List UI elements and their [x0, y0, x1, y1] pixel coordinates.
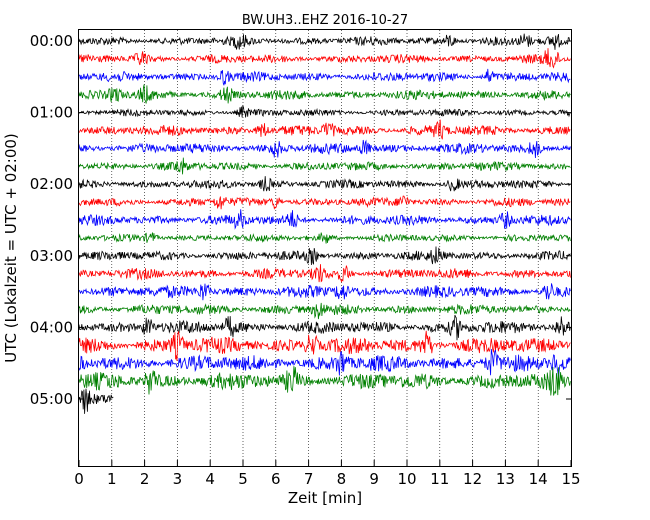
- x-tick-label: 10: [397, 470, 416, 488]
- x-tick-label: 11: [430, 470, 449, 488]
- trace-row-0345: [78, 302, 571, 320]
- x-tick-label: 5: [238, 470, 248, 488]
- x-tick-label: 8: [337, 470, 347, 488]
- x-axis-label: Zeit [min]: [288, 489, 362, 507]
- trace-row-0115: [78, 119, 571, 140]
- y-tick-label: 05:00: [30, 390, 73, 408]
- chart-title: BW.UH3..EHZ 2016-10-27: [242, 13, 408, 28]
- trace-row-0300: [78, 246, 571, 266]
- x-tick-label: 6: [271, 470, 281, 488]
- trace-row-0400: [78, 314, 571, 341]
- trace-row-0445: [78, 366, 571, 396]
- plot-frame: [78, 29, 572, 467]
- x-tick-label: 1: [107, 470, 117, 488]
- x-tick-label: 0: [74, 470, 84, 488]
- trace-row-0200: [78, 176, 571, 192]
- trace-row-0000: [78, 33, 571, 50]
- trace-row-0045: [78, 84, 571, 104]
- y-axis-label: UTC (Lokalzeit = UTC + 02:00): [2, 133, 20, 363]
- trace-row-0315: [78, 264, 571, 283]
- x-tick-label: 3: [173, 470, 183, 488]
- x-tick-label: 12: [463, 470, 482, 488]
- x-tick-label: 13: [496, 470, 515, 488]
- grid: [111, 30, 539, 466]
- trace-row-0500: [78, 388, 114, 414]
- traces: [78, 33, 571, 414]
- trace-row-0015: [78, 48, 571, 69]
- y-tick-label: 03:00: [30, 247, 73, 265]
- x-axis: 0 1 2 3 4 5 6 7 8 9 10 11 12 13 14 15: [74, 460, 581, 488]
- y-tick-label: 00:00: [30, 32, 73, 50]
- x-tick-label: 14: [529, 470, 548, 488]
- trace-row-0100: [79, 104, 571, 118]
- y-tick-label: 02:00: [30, 175, 73, 193]
- x-tick-label: 9: [369, 470, 379, 488]
- trace-row-0245: [78, 232, 571, 244]
- y-axis: 00:00 01:00 02:00 03:00 04:00 05:00: [30, 32, 571, 408]
- trace-row-0415: [78, 330, 571, 361]
- trace-row-0430: [78, 348, 571, 379]
- trace-row-0145: [78, 157, 571, 175]
- x-tick-label: 4: [205, 470, 215, 488]
- trace-row-0230: [78, 209, 571, 230]
- trace-row-0215: [78, 195, 571, 210]
- x-tick-label: 15: [561, 470, 580, 488]
- x-tick-label: 7: [304, 470, 314, 488]
- trace-row-0030: [78, 68, 571, 86]
- x-tick-label: 2: [140, 470, 150, 488]
- trace-row-0330: [78, 283, 571, 301]
- y-tick-label: 04:00: [30, 318, 73, 336]
- y-tick-label: 01:00: [30, 104, 73, 122]
- trace-row-0130: [78, 139, 571, 159]
